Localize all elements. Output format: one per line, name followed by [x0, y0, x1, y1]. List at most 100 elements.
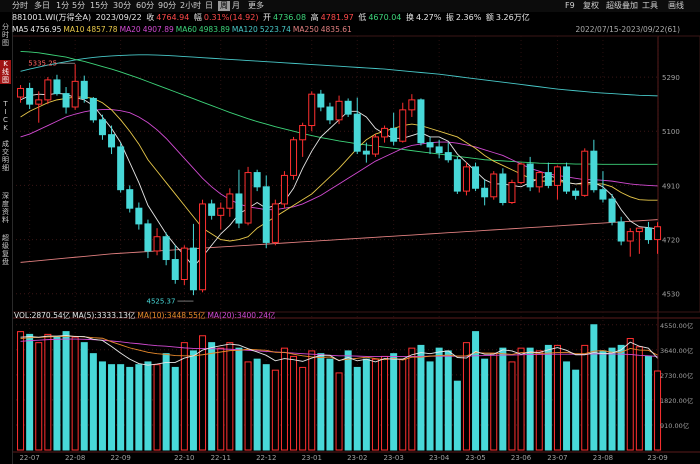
- tab-period-6[interactable]: 60分: [136, 1, 155, 10]
- sidebar-btn-3[interactable]: 成交明细: [2, 140, 9, 172]
- candle: [308, 91, 316, 132]
- tab-period-2[interactable]: 1分: [56, 1, 70, 10]
- ma-legend-label-1: MA10: [63, 25, 85, 34]
- candle: [462, 162, 470, 196]
- candle: [563, 162, 571, 194]
- amount-value: 3.26万亿: [495, 13, 530, 22]
- volume-bar: [335, 372, 343, 451]
- volume-bar: [654, 370, 662, 451]
- vol-legend-2: MA(10):3448.55亿: [137, 311, 206, 320]
- sidebar-btn-0[interactable]: 分时图: [2, 23, 9, 47]
- tab-period-8[interactable]: 2小时: [180, 1, 202, 10]
- date-tick-label: 23-04: [429, 454, 450, 462]
- candle: [335, 95, 343, 125]
- tab-period-1[interactable]: 多日: [34, 1, 50, 10]
- candle: [481, 179, 489, 206]
- sidebar-btn-5[interactable]: 超级复盘: [2, 234, 9, 266]
- candle: [53, 74, 61, 96]
- close-value: 4764.94: [156, 13, 190, 22]
- toolbar-item-0[interactable]: F9: [565, 1, 575, 10]
- volume-bar: [553, 344, 561, 451]
- volume-bar: [453, 380, 461, 451]
- line-ma250: [20, 219, 658, 263]
- tab-period-7[interactable]: 90分: [158, 1, 177, 10]
- candle: [26, 82, 34, 109]
- volume-bar: [280, 347, 288, 451]
- volume-bar: [80, 342, 88, 451]
- volume-bars: [17, 324, 662, 451]
- toolbar-item-3[interactable]: 工具: [642, 1, 658, 10]
- volume-bar: [35, 342, 43, 451]
- candle: [171, 245, 179, 284]
- toolbar-item-4[interactable]: 画线: [668, 1, 684, 10]
- volume-bar: [226, 342, 234, 451]
- candle: [499, 168, 507, 206]
- volume-bar: [98, 361, 106, 451]
- candle: [644, 221, 652, 244]
- candle: [399, 102, 407, 143]
- sidebar-btn-4[interactable]: 深度资料: [2, 192, 9, 224]
- candle: [317, 89, 325, 112]
- volume-bar: [108, 364, 116, 451]
- volume-bar: [508, 361, 516, 451]
- volume-bar: [499, 347, 507, 451]
- tab-period-5[interactable]: 30分: [113, 1, 132, 10]
- volume-bar: [162, 353, 170, 451]
- toolbar-item-1[interactable]: 复权: [583, 1, 599, 10]
- candle: [226, 188, 234, 217]
- volume-bar: [381, 355, 389, 451]
- volume-bar: [135, 364, 143, 451]
- volume-bar: [89, 353, 97, 451]
- vol-legend-0: VOL:2870.54亿: [14, 311, 71, 320]
- line-ma60: [20, 50, 658, 165]
- volume-bar: [526, 347, 534, 451]
- ma-legend-value-2: 4907.89: [142, 25, 174, 34]
- tab-period-12[interactable]: 更多: [248, 1, 264, 10]
- candle: [199, 199, 207, 293]
- volume-bar: [408, 347, 416, 451]
- tab-period-4[interactable]: 15分: [90, 1, 109, 10]
- candle: [180, 245, 188, 286]
- volume-bar: [180, 342, 188, 451]
- candle: [654, 222, 662, 254]
- volume-bar: [235, 347, 243, 451]
- candle: [153, 228, 161, 256]
- ma-legend-label-3: MA60: [175, 25, 197, 34]
- volume-tick-label: 1820.00亿: [660, 396, 694, 405]
- tab-period-3[interactable]: 5分: [72, 1, 86, 10]
- candle: [544, 162, 552, 189]
- volume-bar: [62, 331, 70, 451]
- vol-legend-3: MA(20):3400.24亿: [207, 311, 276, 320]
- volume-bar: [253, 358, 261, 451]
- volume-bar: [608, 347, 616, 451]
- toolbar-item-2[interactable]: 超级叠加: [606, 1, 638, 10]
- candle: [553, 165, 561, 200]
- price-tick-label: 5290: [662, 74, 680, 82]
- candle: [235, 169, 243, 229]
- ma-legend-value-0: 4756.95: [30, 25, 62, 34]
- volume-bar: [290, 355, 298, 451]
- volume-bar: [44, 333, 52, 451]
- volume-bar: [572, 369, 580, 451]
- candle: [144, 219, 152, 259]
- volume-bar: [144, 361, 152, 451]
- volume-tick-label: 4550.00亿: [660, 321, 694, 330]
- candle: [35, 91, 43, 123]
- volume-bar: [390, 353, 398, 451]
- tab-period-10[interactable]: 周: [218, 1, 230, 11]
- candle: [362, 142, 370, 163]
- tab-period-9[interactable]: 日: [205, 1, 213, 10]
- candle: [444, 142, 452, 163]
- date-tick-label: 23-02: [347, 454, 367, 462]
- date-tick-label: 23-01: [302, 454, 322, 462]
- candle: [80, 75, 88, 103]
- tab-period-11[interactable]: 月: [232, 1, 240, 10]
- price-tick-label: 5100: [662, 128, 680, 136]
- volume-bar: [517, 347, 525, 451]
- candle: [526, 156, 534, 192]
- tab-period-0[interactable]: 分时: [12, 1, 28, 10]
